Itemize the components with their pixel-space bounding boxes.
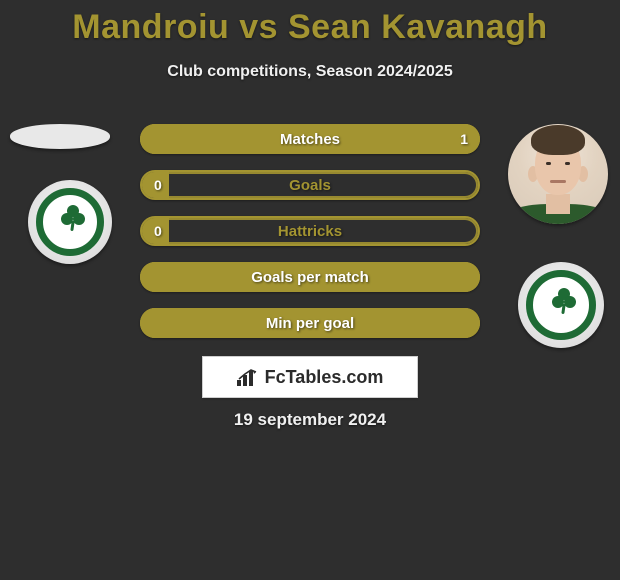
brand-attribution[interactable]: FcTables.com: [202, 356, 418, 398]
club-badge-left: [28, 180, 112, 264]
page-title: Mandroiu vs Sean Kavanagh: [0, 0, 620, 47]
player-left-placeholder: [10, 124, 110, 149]
stat-label: Matches: [280, 131, 340, 148]
player-right-photo: [508, 124, 608, 224]
stats-table: Matches 1 0 Goals 0 Hattricks Goals per …: [140, 124, 480, 354]
stat-row-hattricks: 0 Hattricks: [140, 216, 480, 246]
stat-label: Goals: [289, 177, 331, 194]
stat-label: Goals per match: [251, 269, 369, 286]
stat-label: Hattricks: [278, 223, 342, 240]
stat-row-goals-per-match: Goals per match: [140, 262, 480, 292]
subtitle: Club competitions, Season 2024/2025: [0, 63, 620, 81]
stat-left-value: 0: [154, 223, 162, 239]
stat-right-value: 1: [460, 131, 468, 147]
stat-row-min-per-goal: Min per goal: [140, 308, 480, 338]
stat-row-goals: 0 Goals: [140, 170, 480, 200]
stat-label: Min per goal: [266, 315, 354, 332]
club-badge-right: [518, 262, 604, 348]
brand-text: FcTables.com: [265, 367, 384, 388]
stat-row-matches: Matches 1: [140, 124, 480, 154]
bars-icon: [237, 368, 259, 386]
snapshot-date: 19 september 2024: [0, 410, 620, 430]
stat-left-value: 0: [154, 177, 162, 193]
